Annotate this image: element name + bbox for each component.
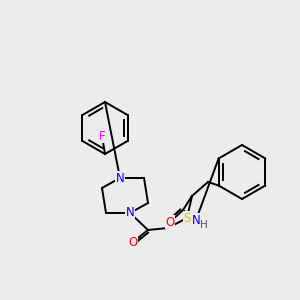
Text: O: O	[128, 236, 138, 248]
Text: N: N	[126, 206, 134, 220]
Text: S: S	[183, 212, 191, 224]
Text: N: N	[192, 214, 200, 226]
Text: O: O	[165, 215, 175, 229]
Text: H: H	[200, 220, 208, 230]
Text: F: F	[99, 130, 105, 142]
Text: N: N	[116, 172, 124, 184]
